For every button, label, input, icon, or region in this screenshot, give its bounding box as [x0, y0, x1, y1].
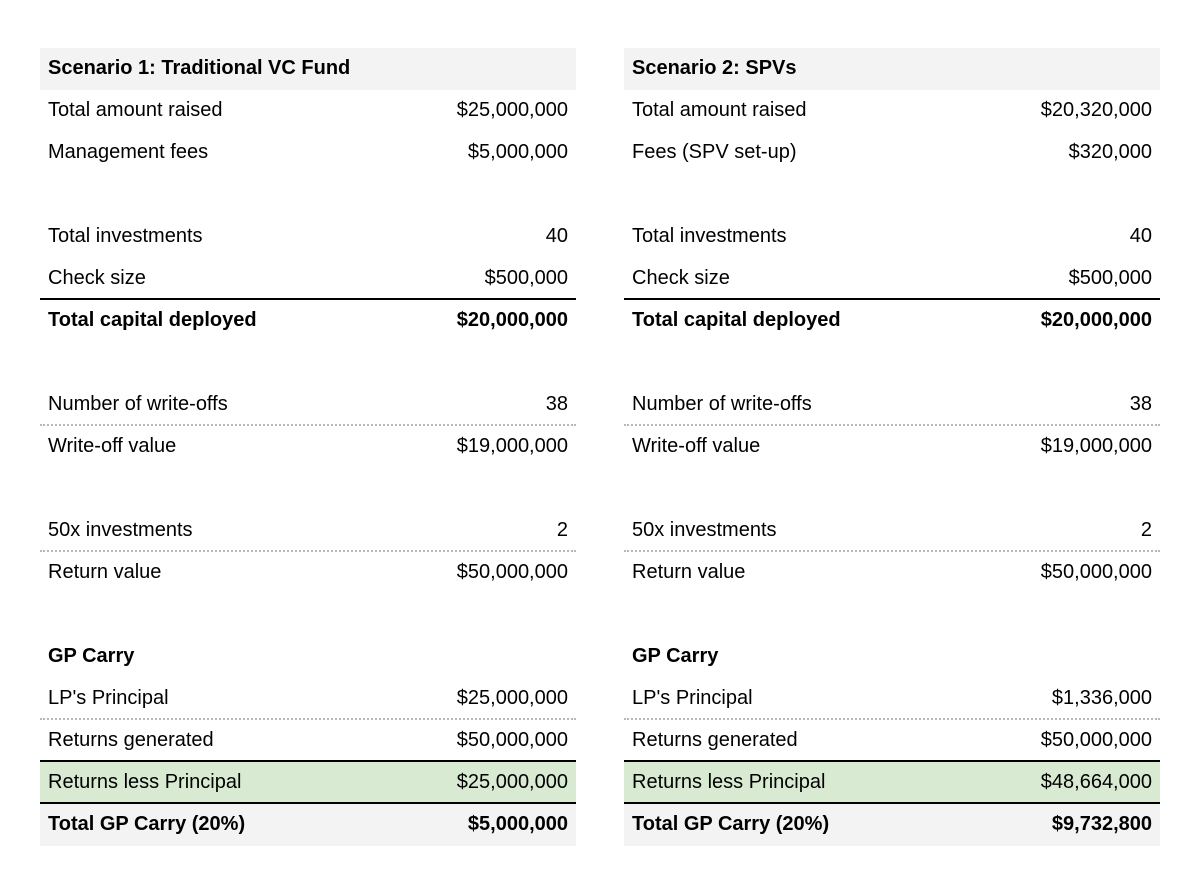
scenario-title: Scenario 2: SPVs [632, 56, 797, 79]
total-raised-value: $20,320,000 [1040, 98, 1152, 121]
fifty-x-count-row[interactable]: 50x investments 2 [624, 510, 1160, 552]
empty-row[interactable] [40, 468, 576, 510]
capital-deployed-row[interactable]: Total capital deployed $20,000,000 [40, 300, 576, 342]
fees-label: Fees (SPV set-up) [632, 140, 797, 163]
fees-label: Management fees [48, 140, 209, 163]
returns-less-principal-label: Returns less Principal [48, 770, 242, 793]
write-off-value-row[interactable]: Write-off value $19,000,000 [40, 426, 576, 468]
lp-principal-value: $1,336,000 [1051, 686, 1152, 709]
lp-principal-row[interactable]: LP's Principal $1,336,000 [624, 678, 1160, 720]
write-offs-count-value: 38 [1129, 392, 1152, 415]
returns-less-principal-label: Returns less Principal [632, 770, 826, 793]
fifty-x-count-row[interactable]: 50x investments 2 [40, 510, 576, 552]
write-off-value-value: $19,000,000 [456, 434, 568, 457]
return-value-row[interactable]: Return value $50,000,000 [624, 552, 1160, 594]
total-investments-value: 40 [545, 224, 568, 247]
gp-carry-header: GP Carry [632, 644, 719, 667]
fifty-x-count-label: 50x investments [632, 518, 777, 541]
check-size-label: Check size [632, 266, 730, 289]
write-off-value-label: Write-off value [48, 434, 177, 457]
check-size-label: Check size [48, 266, 146, 289]
gp-carry-header-row[interactable]: GP Carry [624, 636, 1160, 678]
capital-deployed-row[interactable]: Total capital deployed $20,000,000 [624, 300, 1160, 342]
total-investments-row[interactable]: Total investments 40 [624, 216, 1160, 258]
write-off-value-label: Write-off value [632, 434, 761, 457]
fifty-x-count-value: 2 [556, 518, 568, 541]
fees-value: $320,000 [1068, 140, 1152, 163]
empty-row[interactable] [40, 174, 576, 216]
returns-generated-value: $50,000,000 [1040, 728, 1152, 751]
returns-generated-value: $50,000,000 [456, 728, 568, 751]
total-investments-label: Total investments [632, 224, 787, 247]
fifty-x-count-label: 50x investments [48, 518, 193, 541]
write-offs-count-value: 38 [545, 392, 568, 415]
capital-deployed-label: Total capital deployed [632, 308, 841, 331]
total-gp-carry-row[interactable]: Total GP Carry (20%) $5,000,000 [40, 804, 576, 846]
scenario-title-row[interactable]: Scenario 1: Traditional VC Fund [40, 48, 576, 90]
write-off-value-value: $19,000,000 [1040, 434, 1152, 457]
return-value-value: $50,000,000 [1040, 560, 1152, 583]
gp-carry-header: GP Carry [48, 644, 135, 667]
total-gp-carry-label: Total GP Carry (20%) [632, 812, 830, 835]
fees-row[interactable]: Fees (SPV set-up) $320,000 [624, 132, 1160, 174]
scenario-2-table: Scenario 2: SPVs Total amount raised $20… [624, 48, 1160, 846]
check-size-value: $500,000 [1068, 266, 1152, 289]
write-offs-count-row[interactable]: Number of write-offs 38 [624, 384, 1160, 426]
write-offs-count-row[interactable]: Number of write-offs 38 [40, 384, 576, 426]
write-offs-count-label: Number of write-offs [48, 392, 228, 415]
check-size-value: $500,000 [484, 266, 568, 289]
lp-principal-label: LP's Principal [48, 686, 169, 709]
empty-row[interactable] [624, 342, 1160, 384]
empty-row[interactable] [40, 342, 576, 384]
returns-generated-label: Returns generated [632, 728, 798, 751]
lp-principal-row[interactable]: LP's Principal $25,000,000 [40, 678, 576, 720]
returns-generated-row[interactable]: Returns generated $50,000,000 [40, 720, 576, 762]
return-value-row[interactable]: Return value $50,000,000 [40, 552, 576, 594]
returns-less-principal-row[interactable]: Returns less Principal $25,000,000 [40, 762, 576, 804]
return-value-label: Return value [632, 560, 746, 583]
returns-less-principal-row[interactable]: Returns less Principal $48,664,000 [624, 762, 1160, 804]
capital-deployed-label: Total capital deployed [48, 308, 257, 331]
total-investments-value: 40 [1129, 224, 1152, 247]
total-raised-value: $25,000,000 [456, 98, 568, 121]
empty-row[interactable] [624, 468, 1160, 510]
total-raised-label: Total amount raised [632, 98, 807, 121]
total-gp-carry-label: Total GP Carry (20%) [48, 812, 246, 835]
capital-deployed-value: $20,000,000 [1040, 308, 1152, 331]
capital-deployed-value: $20,000,000 [456, 308, 568, 331]
total-raised-label: Total amount raised [48, 98, 223, 121]
return-value-value: $50,000,000 [456, 560, 568, 583]
lp-principal-value: $25,000,000 [456, 686, 568, 709]
check-size-row[interactable]: Check size $500,000 [624, 258, 1160, 300]
write-off-value-row[interactable]: Write-off value $19,000,000 [624, 426, 1160, 468]
total-raised-row[interactable]: Total amount raised $25,000,000 [40, 90, 576, 132]
gp-carry-header-row[interactable]: GP Carry [40, 636, 576, 678]
empty-row[interactable] [624, 594, 1160, 636]
scenario-1-table: Scenario 1: Traditional VC Fund Total am… [40, 48, 576, 846]
lp-principal-label: LP's Principal [632, 686, 753, 709]
fees-row[interactable]: Management fees $5,000,000 [40, 132, 576, 174]
returns-generated-row[interactable]: Returns generated $50,000,000 [624, 720, 1160, 762]
total-gp-carry-row[interactable]: Total GP Carry (20%) $9,732,800 [624, 804, 1160, 846]
total-investments-label: Total investments [48, 224, 203, 247]
fees-value: $5,000,000 [467, 140, 568, 163]
returns-generated-label: Returns generated [48, 728, 214, 751]
scenario-title-row[interactable]: Scenario 2: SPVs [624, 48, 1160, 90]
total-gp-carry-value: $9,732,800 [1051, 812, 1152, 835]
scenario-title: Scenario 1: Traditional VC Fund [48, 56, 351, 79]
return-value-label: Return value [48, 560, 162, 583]
check-size-row[interactable]: Check size $500,000 [40, 258, 576, 300]
write-offs-count-label: Number of write-offs [632, 392, 812, 415]
returns-less-principal-value: $48,664,000 [1040, 770, 1152, 793]
empty-row[interactable] [624, 174, 1160, 216]
empty-row[interactable] [40, 594, 576, 636]
total-investments-row[interactable]: Total investments 40 [40, 216, 576, 258]
total-gp-carry-value: $5,000,000 [467, 812, 568, 835]
fifty-x-count-value: 2 [1140, 518, 1152, 541]
returns-less-principal-value: $25,000,000 [456, 770, 568, 793]
total-raised-row[interactable]: Total amount raised $20,320,000 [624, 90, 1160, 132]
